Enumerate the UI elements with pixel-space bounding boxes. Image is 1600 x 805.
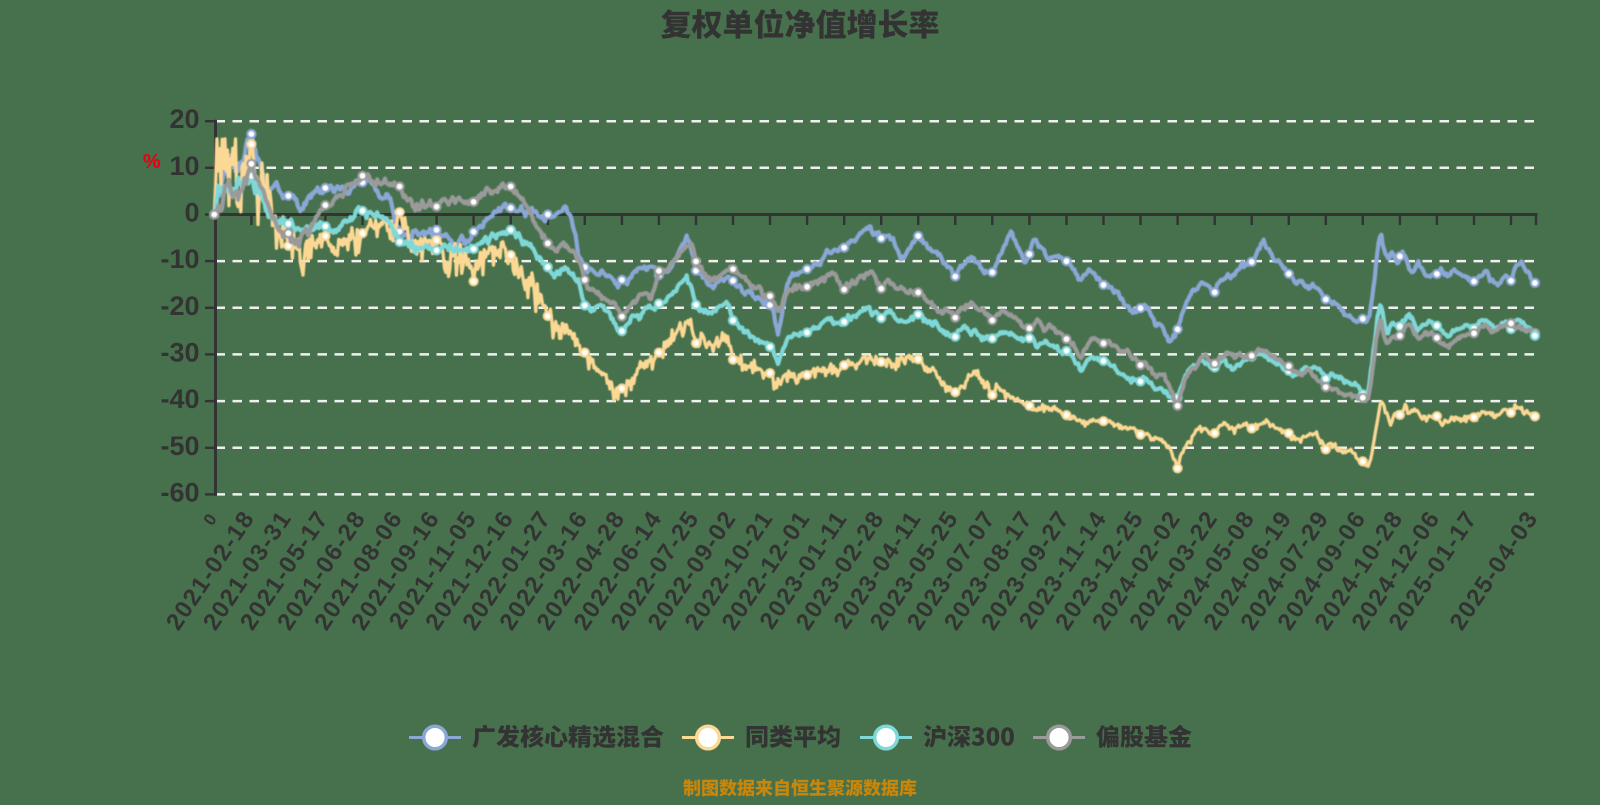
svg-text:0: 0	[184, 198, 199, 228]
svg-text:-30: -30	[160, 337, 199, 367]
svg-text:-50: -50	[160, 431, 199, 461]
svg-text:-20: -20	[160, 291, 199, 321]
svg-text:20: 20	[169, 104, 199, 134]
svg-text:%: %	[143, 151, 161, 173]
svg-text:-60: -60	[160, 477, 199, 507]
svg-text:-10: -10	[160, 244, 199, 274]
svg-text:10: 10	[169, 151, 199, 181]
svg-text:-40: -40	[160, 384, 199, 414]
